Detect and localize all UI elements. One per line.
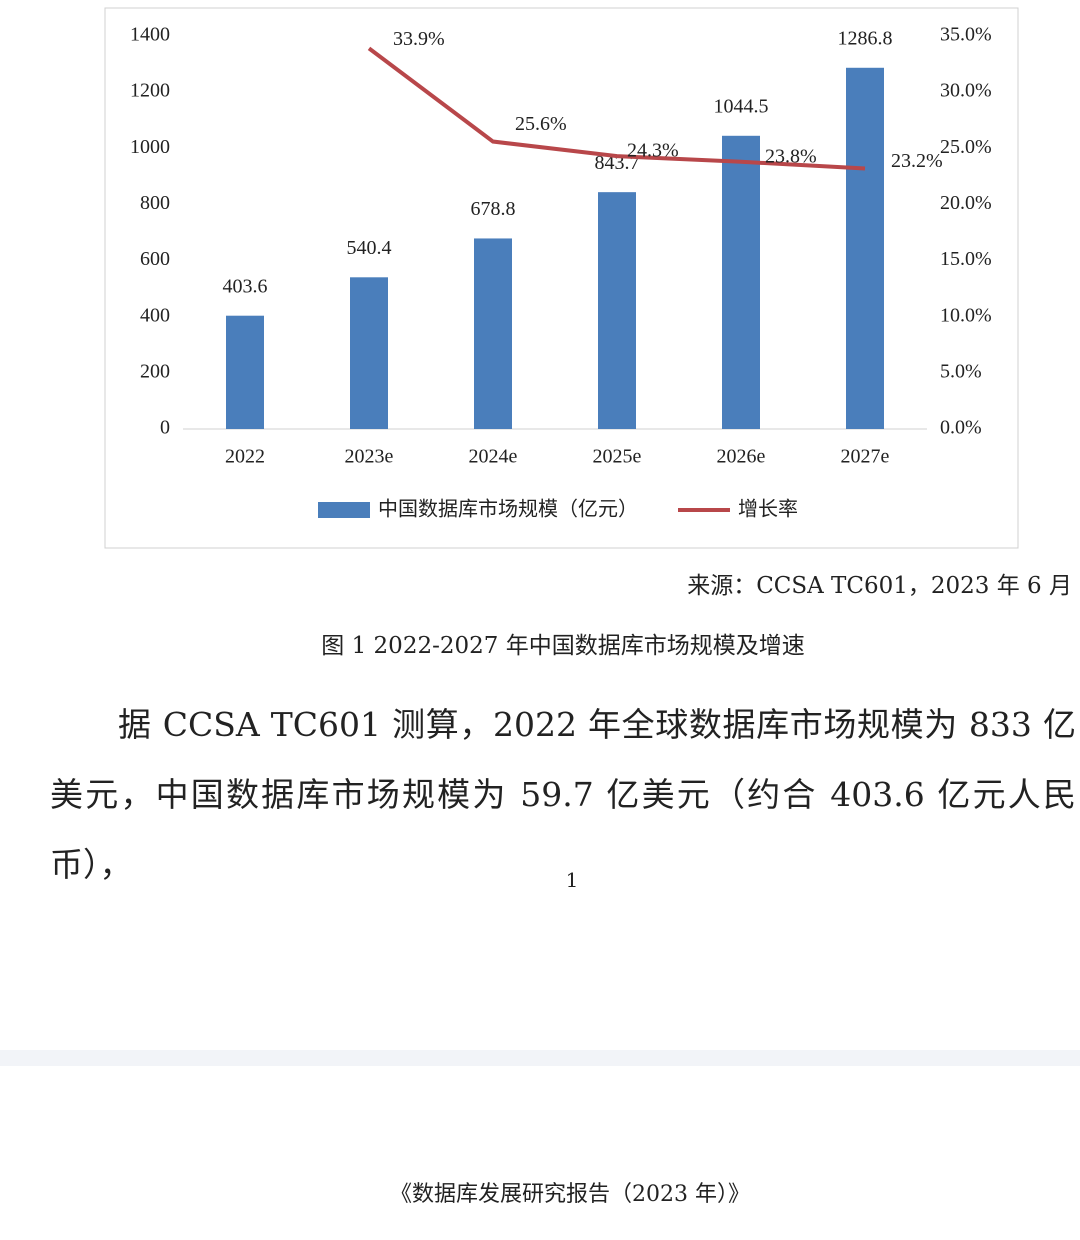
legend-label: 中国数据库市场规模（亿元） (378, 498, 638, 521)
bar-value-label: 540.4 (347, 237, 392, 259)
y2-tick-label: 0.0% (940, 417, 982, 439)
bar-value-label: 1044.5 (714, 95, 769, 117)
x-tick-label: 2023e (345, 446, 394, 468)
footer: 《数据库发展研究报告（2023 年）》 (390, 1182, 750, 1207)
x-tick-label: 2024e (469, 446, 518, 468)
bar (350, 277, 388, 429)
chart: 0 200 400 600 800 1000 1200 1400 0.0% 5.0% 10.0% 15… (104, 7, 1019, 549)
y2-tick-label: 35.0% (940, 24, 992, 46)
paragraph: 据 CCSA TC601 测算，2022 年全球数据库市场规模为 833 亿美元… (50, 705, 1076, 884)
line-value-label: 25.6% (515, 113, 567, 135)
bar-value-label: 1286.8 (838, 27, 893, 49)
page-separator (0, 1050, 1080, 1066)
bar-value-label: 678.8 (471, 198, 516, 220)
line-value-label: 23.8% (765, 145, 817, 167)
line-value-label: 23.2% (891, 150, 943, 172)
bar-value-label: 403.6 (223, 275, 268, 297)
y2-tick-label: 30.0% (940, 80, 992, 102)
x-tick-label: 2025e (593, 446, 642, 468)
caption: 图 1 2022-2027 年中国数据库市场规模及增速 (321, 633, 805, 659)
y-tick-label: 1200 (130, 80, 170, 102)
legend-label: 增长率 (738, 498, 798, 521)
y-tick-label: 1000 (130, 136, 170, 158)
x-tick-label: 2026e (717, 446, 766, 468)
line-value-label: 24.3% (627, 140, 679, 162)
bar (598, 192, 636, 429)
bar (474, 238, 512, 429)
y-tick-label: 800 (140, 192, 170, 214)
x-tick-label: 2022 (225, 446, 265, 468)
y2-tick-label: 20.0% (940, 192, 992, 214)
legend-swatch (318, 502, 370, 518)
y-tick-label: 400 (140, 304, 170, 326)
y2-tick-label: 5.0% (940, 360, 982, 382)
y-tick-label: 1400 (130, 24, 170, 46)
y-tick-label: 0 (160, 417, 170, 439)
page-number: 1 (565, 868, 579, 892)
bar (722, 135, 760, 429)
y-tick-label: 600 (140, 248, 170, 270)
source: 来源：CCSA TC601，2023 年 6 月 (687, 573, 1072, 599)
bar (846, 67, 884, 429)
y2-tick-label: 25.0% (940, 136, 992, 158)
y-tick-label: 200 (140, 360, 170, 382)
bar (226, 315, 264, 429)
x-tick-label: 2027e (841, 446, 890, 468)
line (367, 46, 866, 171)
y2-tick-label: 15.0% (940, 248, 992, 270)
line-value-label: 33.9% (393, 28, 445, 50)
y2-tick-label: 10.0% (940, 304, 992, 326)
